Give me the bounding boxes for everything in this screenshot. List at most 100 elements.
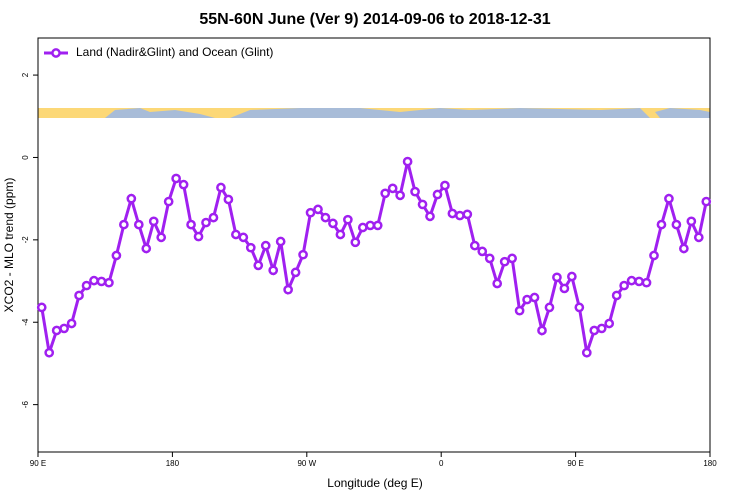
point — [619, 280, 629, 291]
point — [559, 283, 570, 294]
point — [343, 214, 353, 225]
point — [522, 294, 532, 305]
point — [193, 231, 204, 242]
plot-frame — [37, 37, 711, 453]
point — [133, 219, 144, 230]
point — [81, 280, 92, 291]
point — [178, 179, 189, 190]
point — [581, 347, 592, 358]
point — [238, 232, 249, 243]
point — [469, 240, 480, 251]
point — [231, 229, 241, 240]
point — [641, 277, 652, 288]
x-axis-label: Longitude (deg E) — [327, 476, 422, 490]
point — [499, 256, 510, 267]
legend-marker — [51, 48, 61, 58]
point — [477, 246, 488, 257]
point — [410, 186, 420, 197]
point — [380, 188, 391, 199]
point — [432, 189, 443, 200]
point — [425, 211, 435, 222]
y-tick-label: -4 — [21, 318, 30, 326]
point — [141, 243, 152, 254]
point — [701, 196, 712, 207]
point — [574, 302, 585, 313]
point — [216, 182, 226, 193]
point — [245, 242, 256, 253]
point — [693, 232, 704, 243]
point — [455, 210, 465, 221]
y-tick-label: -6 — [21, 401, 30, 409]
point — [514, 305, 525, 316]
x-tick-label: 90 E — [30, 459, 46, 468]
point — [111, 250, 122, 261]
point — [119, 219, 129, 230]
point — [313, 204, 323, 215]
point — [223, 194, 234, 205]
point — [253, 260, 264, 271]
point — [402, 156, 413, 167]
chart-title: 55N-60N June (Ver 9) 2014-09-06 to 2018-… — [199, 11, 550, 28]
point — [686, 216, 697, 227]
point — [126, 193, 137, 204]
point — [664, 193, 674, 204]
point — [484, 253, 495, 264]
point — [66, 318, 77, 329]
point — [462, 209, 473, 220]
point — [290, 267, 301, 278]
point — [529, 292, 540, 303]
map-strip — [38, 108, 710, 118]
point — [201, 217, 211, 228]
point — [74, 290, 84, 301]
point — [298, 249, 308, 260]
point — [679, 243, 689, 254]
point — [611, 290, 622, 301]
point — [537, 325, 547, 336]
point — [268, 265, 279, 276]
point — [283, 284, 293, 295]
point — [492, 278, 503, 289]
point — [626, 275, 637, 286]
legend-label: Land (Nadir&Glint) and Ocean (Glint) — [76, 45, 273, 59]
y-tick-label: 2 — [21, 72, 30, 77]
point — [148, 216, 159, 227]
x-tick-label: 90 E — [567, 459, 583, 468]
point — [634, 276, 644, 287]
x-tick-label: 90 W — [297, 459, 316, 468]
point — [328, 218, 338, 229]
point — [357, 222, 368, 233]
point — [604, 318, 615, 329]
point — [596, 323, 607, 334]
point — [320, 212, 331, 223]
point — [260, 240, 271, 251]
point — [59, 323, 69, 334]
x-tick-label: 180 — [166, 459, 180, 468]
point — [372, 220, 383, 231]
y-axis-label: XCO2 - MLO trend (ppm) — [2, 178, 16, 313]
point — [163, 196, 174, 207]
y-tick-label: 0 — [21, 155, 30, 160]
point — [96, 276, 107, 287]
point — [671, 219, 682, 230]
point — [51, 325, 62, 336]
point — [567, 271, 577, 282]
point — [656, 219, 667, 230]
point — [104, 277, 114, 288]
point — [335, 229, 346, 240]
point — [447, 208, 458, 219]
point — [208, 212, 219, 223]
point — [275, 236, 286, 247]
x-tick-label: 180 — [703, 459, 717, 468]
point — [186, 219, 196, 230]
point — [156, 232, 167, 243]
point — [552, 272, 562, 283]
x-tick-label: 0 — [439, 459, 444, 468]
point — [387, 183, 398, 194]
point — [89, 275, 99, 286]
point — [544, 302, 555, 313]
point — [44, 347, 55, 358]
point — [365, 220, 376, 231]
point — [649, 250, 659, 261]
point — [395, 190, 405, 201]
